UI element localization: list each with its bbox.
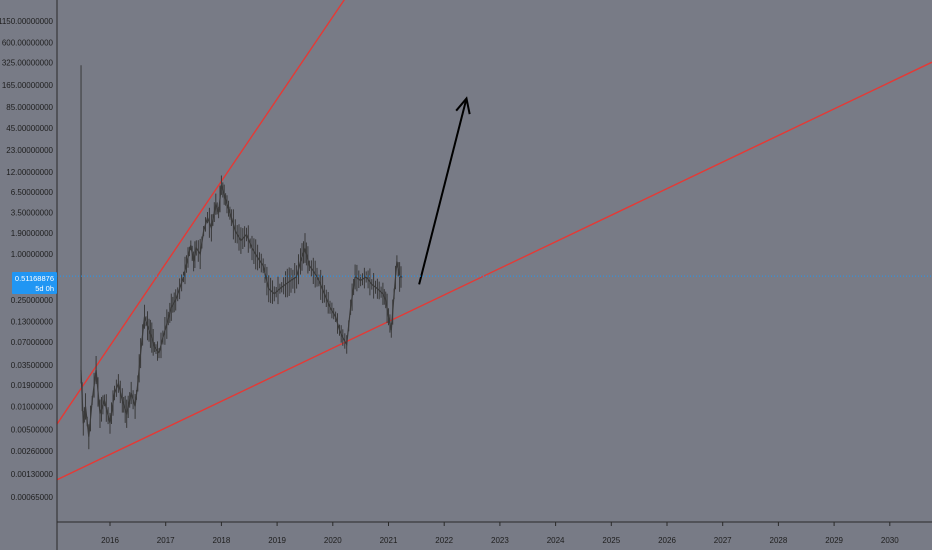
x-tick-label: 2018 xyxy=(213,536,231,545)
y-tick-label: 45.00000000 xyxy=(6,124,53,133)
x-tick-label: 2020 xyxy=(324,536,342,545)
y-tick-label: 1.90000000 xyxy=(11,229,54,238)
price-series xyxy=(80,65,403,450)
y-tick-label: 0.00130000 xyxy=(11,470,54,479)
x-tick-label: 2021 xyxy=(380,536,398,545)
price-badge-countdown: 5d 0h xyxy=(35,284,54,293)
y-tick-label: 0.13000000 xyxy=(11,318,54,327)
y-tick-label: 600.00000000 xyxy=(2,38,54,47)
y-tick-label: 0.25000000 xyxy=(11,296,54,305)
price-badge-box xyxy=(12,272,57,294)
y-tick-label: 3.50000000 xyxy=(11,209,54,218)
trendline-1[interactable] xyxy=(56,0,932,425)
trendline-2[interactable] xyxy=(56,61,932,481)
y-tick-label: 0.00500000 xyxy=(11,425,54,434)
y-tick-label: 0.07000000 xyxy=(11,338,54,347)
x-tick-label: 2025 xyxy=(602,536,620,545)
y-tick-label: 85.00000000 xyxy=(6,103,53,112)
trendlines xyxy=(56,0,932,481)
y-tick-label: 0.00065000 xyxy=(11,493,54,502)
arrow-annotation xyxy=(418,96,471,285)
y-axis[interactable]: 1150.00000000 600.00000000 325.00000000 165… xyxy=(0,17,54,502)
y-tick-label: 1150.00000000 xyxy=(0,17,54,26)
y-tick-label: 165.00000000 xyxy=(2,81,54,90)
y-tick-label: 23.00000000 xyxy=(6,146,53,155)
x-tick-label: 2019 xyxy=(268,536,286,545)
x-tick-label: 2016 xyxy=(101,536,119,545)
price-badge: 0.51168876 5d 0h xyxy=(12,272,57,294)
y-tick-label: 0.03500000 xyxy=(11,361,54,370)
arrow-head[interactable] xyxy=(455,96,471,115)
x-tick-label: 2030 xyxy=(881,536,899,545)
y-tick-label: 6.50000000 xyxy=(11,188,54,197)
y-tick-label: 0.01000000 xyxy=(11,402,54,411)
price-badge-value: 0.51168876 xyxy=(15,274,54,283)
x-tick-label: 2023 xyxy=(491,536,509,545)
arrow-shaft[interactable] xyxy=(418,98,468,285)
y-tick-label: 12.00000000 xyxy=(6,168,53,177)
y-tick-label: 0.00260000 xyxy=(11,447,54,456)
x-tick-label: 2022 xyxy=(435,536,453,545)
x-tick-label: 2024 xyxy=(547,536,565,545)
y-tick-label: 0.01900000 xyxy=(11,381,54,390)
x-tick-label: 2027 xyxy=(714,536,732,545)
x-tick-label: 2017 xyxy=(157,536,175,545)
x-tick-label: 2029 xyxy=(825,536,843,545)
x-axis[interactable]: 2016 2017 2018 2019 2020 2021 2022 2023 2024 2025… xyxy=(101,522,899,545)
x-tick-label: 2028 xyxy=(770,536,788,545)
x-tick-label: 2026 xyxy=(658,536,676,545)
y-tick-label: 325.00000000 xyxy=(2,59,54,68)
y-tick-label: 1.00000000 xyxy=(11,250,54,259)
